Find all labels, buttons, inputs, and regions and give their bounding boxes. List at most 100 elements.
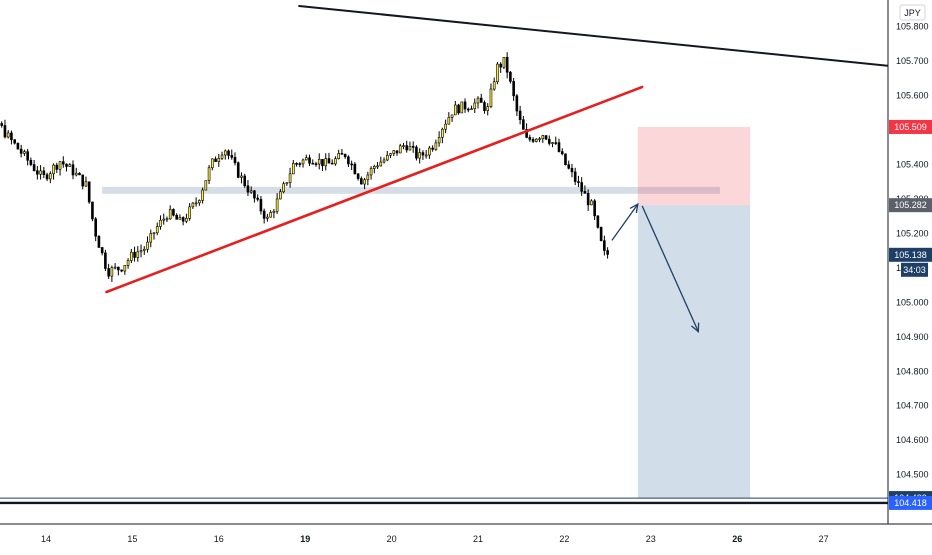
support-zone[interactable]: [102, 186, 720, 194]
trendline-black-resistance[interactable]: [298, 5, 894, 68]
candle-body-195: [590, 200, 593, 206]
price-tag-2: 105.138: [894, 250, 927, 260]
candle-body-177: [531, 139, 535, 142]
time-axis[interactable]: 14 15 16 19 20 21 22 23 26 27: [41, 534, 829, 544]
candle-body-14: [3, 125, 7, 138]
candle-body-70: [185, 218, 188, 222]
candle-body-74: [198, 200, 201, 204]
candle-body-146: [431, 147, 434, 150]
date-label-3: 19: [300, 534, 310, 544]
candle-body-75: [201, 189, 204, 201]
zones-layer: [0, 126, 888, 505]
candle-body-23: [32, 164, 36, 171]
price-tag-0: 105.509: [894, 122, 927, 132]
candle-body-149: [441, 128, 444, 138]
candle-body-49: [117, 266, 120, 271]
candle-body-194: [586, 193, 590, 206]
candle-body-72: [191, 202, 195, 208]
candle-body-169: [505, 57, 509, 73]
candle-body-109: [311, 162, 315, 165]
stop-loss-zone[interactable]: [637, 126, 751, 206]
candle-body-120: [347, 156, 350, 165]
candle-body-117: [337, 153, 340, 159]
candle-body-115: [330, 162, 334, 165]
candle-body-87: [240, 175, 243, 178]
candle-body-158: [470, 108, 473, 111]
arrow-head-1[interactable]: [691, 322, 700, 334]
candle-body-136: [398, 145, 402, 154]
candle-body-162: [483, 102, 486, 111]
candle-body-77: [207, 167, 211, 181]
candle-body-113: [324, 158, 328, 167]
candle-body-164: [489, 88, 493, 108]
candle-body-89: [246, 185, 250, 193]
date-label-7: 23: [646, 534, 656, 544]
candle-body-41: [91, 201, 94, 220]
candle-body-180: [541, 135, 545, 139]
price-tag-bg-0: [889, 119, 932, 134]
candle-body-30: [55, 164, 59, 170]
candle-body-106: [301, 159, 305, 165]
arrow-shaft-1[interactable]: [641, 205, 699, 332]
price-tick-8: 105.000: [896, 297, 929, 307]
candle-body-200: [606, 250, 609, 255]
arrow-shaft-0[interactable]: [611, 203, 639, 241]
trendline-red-support[interactable]: [105, 85, 644, 294]
price-tag-4: 104.418: [894, 498, 927, 508]
candle-body-186: [560, 151, 564, 155]
candle-body-142: [418, 152, 421, 159]
candle-body-192: [580, 182, 583, 192]
candle-body-44: [100, 247, 104, 254]
candle-body-22: [29, 159, 33, 165]
candle-body-28: [49, 173, 52, 180]
candle-body-82: [223, 150, 227, 156]
price-tick-6: 105.200: [896, 228, 929, 238]
candle-body-183: [551, 142, 554, 144]
candle-body-118: [340, 153, 344, 155]
candle-body-68: [178, 217, 182, 220]
candle-body-105: [298, 163, 302, 165]
price-tick-11: 104.700: [896, 401, 929, 411]
candle-body-98: [275, 198, 279, 212]
candle-body-13: [0, 123, 4, 126]
candle-body-33: [65, 163, 68, 167]
candle-body-81: [220, 154, 224, 159]
date-label-2: 16: [214, 534, 224, 544]
candle-body-80: [217, 158, 221, 162]
candle-body-60: [152, 232, 156, 235]
candle-body-168: [502, 57, 506, 68]
candle-body-101: [285, 182, 289, 185]
arrow-head-0[interactable]: [629, 202, 639, 214]
date-label-6: 22: [559, 534, 569, 544]
candle-body-84: [230, 155, 234, 158]
take-profit-zone[interactable]: [637, 205, 751, 499]
candle-body-114: [327, 158, 331, 164]
candle-body-128: [373, 166, 376, 169]
candle-body-181: [544, 135, 548, 140]
candle-body-103: [292, 163, 295, 175]
candle-body-88: [243, 175, 247, 187]
candle-body-61: [155, 226, 159, 234]
candle-body-125: [363, 179, 366, 185]
date-label-0: 14: [41, 534, 51, 544]
candle-body-150: [444, 123, 447, 130]
candle-body-71: [188, 206, 191, 219]
candle-body-134: [392, 150, 396, 154]
candle-body-94: [262, 210, 266, 219]
currency-badge[interactable]: JPY: [899, 4, 926, 21]
price-tag-bg-4: [889, 495, 932, 510]
candle-body-133: [389, 153, 392, 156]
drawings-layer[interactable]: [105, 5, 894, 334]
candle-body-182: [547, 138, 551, 144]
candle-body-116: [334, 158, 337, 165]
candle-body-176: [528, 137, 532, 140]
candle-body-107: [304, 157, 308, 161]
candle-body-123: [356, 173, 360, 179]
countdown-label: 34:03: [903, 265, 926, 275]
candle-body-51: [123, 265, 127, 272]
countdown-bg: [901, 262, 928, 277]
candle-body-137: [402, 145, 405, 147]
